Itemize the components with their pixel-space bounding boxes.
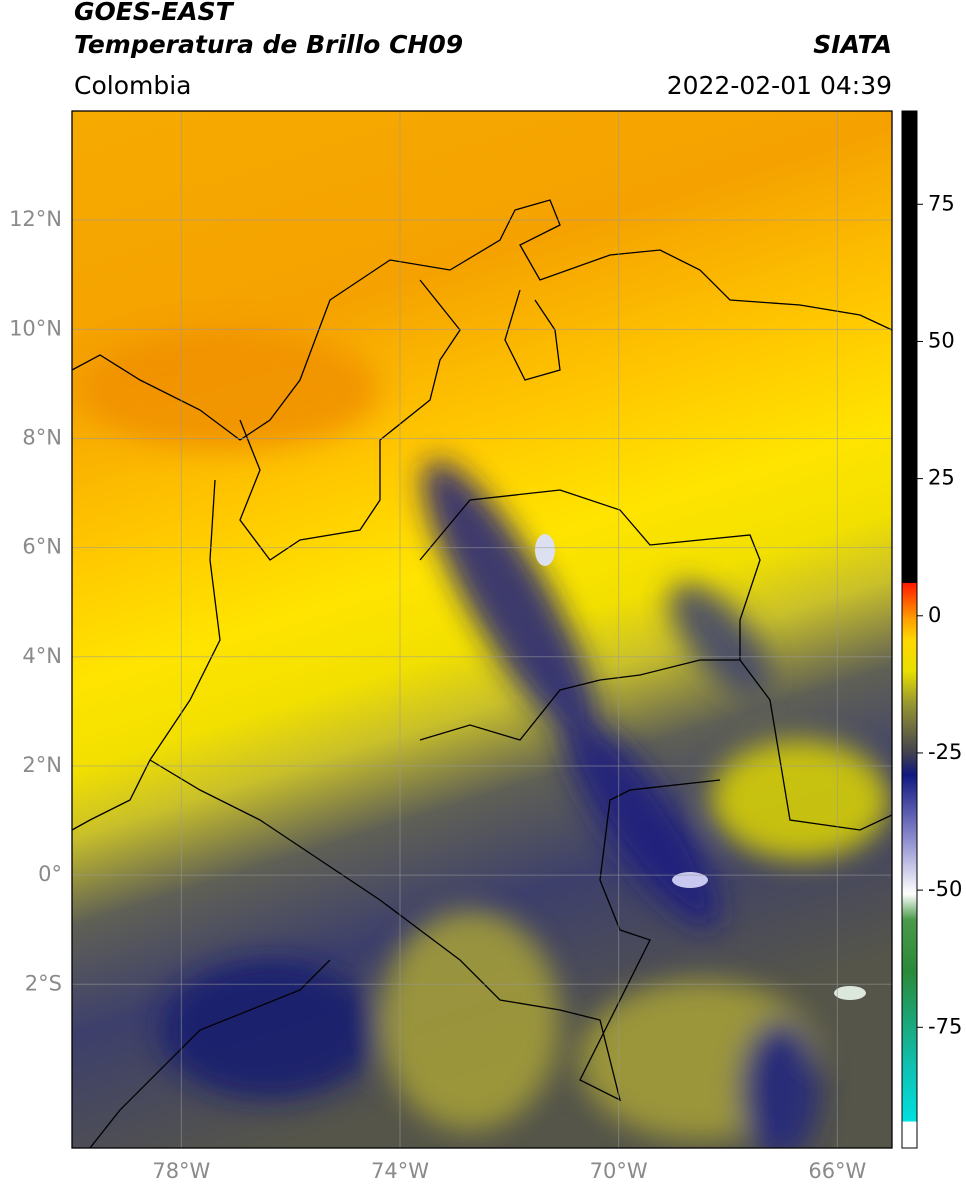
colorbar-tick-label: 75 (928, 191, 955, 215)
colorbar-tick-label: 25 (928, 466, 955, 490)
y-tick-label: 10°N (9, 316, 62, 340)
y-tick-label: 2°S (25, 971, 62, 995)
map-frame (71, 110, 893, 1149)
source: SIATA (813, 30, 892, 59)
x-tick-label: 74°W (371, 1159, 429, 1183)
subtitle: Temperatura de Brillo CH09 (74, 30, 463, 59)
colorbar-tick-label: 50 (928, 328, 955, 352)
y-tick-label: 0° (38, 862, 62, 886)
datetime: 2022-02-01 04:39 (667, 71, 892, 100)
y-tick-label: 6°N (22, 535, 62, 559)
y-tick-label: 2°N (22, 753, 62, 777)
colorbar-tick-label: -75 (928, 1014, 962, 1038)
title: GOES-EAST (74, 0, 235, 26)
x-tick-label: 78°W (152, 1159, 210, 1183)
colorbar (901, 110, 918, 1149)
coastlines (71, 199, 893, 1149)
x-tick-label: 70°W (590, 1159, 648, 1183)
colorbar-tick-label: 0 (928, 603, 941, 627)
colorbar-tick-label: -50 (928, 877, 962, 901)
grid (72, 111, 892, 1148)
colorbar-tick-label: -25 (928, 740, 962, 764)
imagery (72, 111, 892, 1148)
region: Colombia (74, 71, 191, 100)
y-tick-label: 8°N (22, 425, 62, 449)
y-tick-label: 4°N (22, 644, 62, 668)
y-tick-label: 12°N (9, 207, 62, 231)
x-tick-label: 66°W (808, 1159, 866, 1183)
